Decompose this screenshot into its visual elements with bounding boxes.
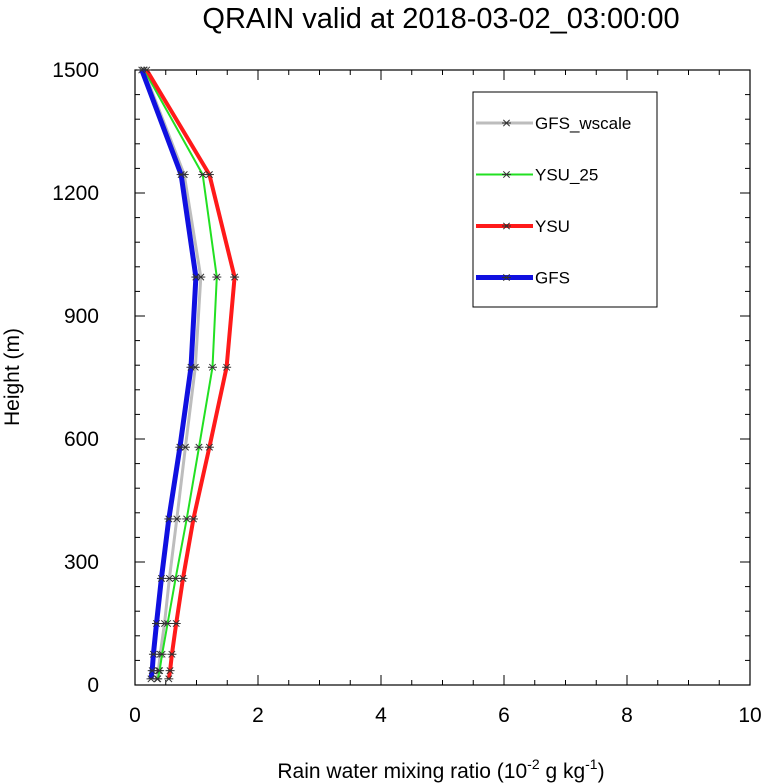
data-point-gfs xyxy=(137,66,147,74)
y-tick-label: 1200 xyxy=(52,182,99,205)
y-tick-label: 900 xyxy=(64,305,99,328)
y-tick-label: 300 xyxy=(64,551,99,574)
data-point-ysu xyxy=(230,273,240,281)
x-tick-label: 2 xyxy=(252,704,264,727)
tick-labels: 0 2 4 6 8 10 0 300 600 900 1200 1500 xyxy=(52,59,761,727)
x-axis-label-end: ) xyxy=(598,760,605,783)
data-point-gfs xyxy=(148,650,158,658)
data-point-ysu-25 xyxy=(163,619,173,628)
data-point-gfs xyxy=(156,574,166,582)
y-tick-label: 1500 xyxy=(52,59,99,82)
data-point-ysu-25 xyxy=(194,443,204,451)
data-point-gfs xyxy=(175,443,185,451)
plot-frame xyxy=(134,69,751,686)
legend-marker-gfs xyxy=(502,273,511,282)
x-tick-label: 4 xyxy=(375,704,387,727)
data-point-ysu xyxy=(204,443,214,451)
data-point-gfs xyxy=(191,273,201,281)
x-axis-label-mid: g kg xyxy=(540,760,586,783)
legend-label-gfs-wscale: GFS_wscale xyxy=(535,114,631,133)
data-point-ysu xyxy=(222,363,232,371)
legend-label-ysu-25: YSU_25 xyxy=(535,166,598,185)
data-point-ysu-25 xyxy=(207,363,217,371)
data-point-ysu xyxy=(204,171,214,179)
x-tick-label: 10 xyxy=(738,704,761,727)
y-tick-label: 0 xyxy=(87,674,99,697)
chart-title: QRAIN valid at 2018-03-02_03:00:00 xyxy=(202,3,679,35)
data-point-ysu xyxy=(167,650,177,658)
legend-marker-ysu xyxy=(502,222,511,230)
legend-label-ysu: YSU xyxy=(535,217,570,236)
data-point-gfs xyxy=(152,619,162,628)
x-tick-label: 8 xyxy=(621,704,633,727)
data-point-ysu xyxy=(178,574,188,582)
x-axis-label-exp1: -2 xyxy=(527,756,540,772)
axis-ticks xyxy=(134,69,751,686)
data-point-ysu-25 xyxy=(157,650,167,658)
data-point-gfs xyxy=(164,515,174,523)
x-axis-label-exp2: -1 xyxy=(585,756,598,772)
x-tick-label: 6 xyxy=(498,704,510,727)
data-point-ysu xyxy=(165,667,175,675)
legend-label-gfs: GFS xyxy=(535,269,570,288)
data-point-ysu-25 xyxy=(212,273,222,281)
legend-box xyxy=(472,91,658,308)
x-axis-label-base: Rain water mixing ratio (10 xyxy=(277,760,527,783)
data-point-gfs xyxy=(186,363,196,371)
y-tick-label: 600 xyxy=(64,428,99,451)
data-point-gfs xyxy=(176,171,186,179)
y-axis-label: Height (m) xyxy=(1,328,24,426)
data-point-gfs xyxy=(147,667,157,675)
data-point-gfs-wscale xyxy=(172,515,182,523)
legend: GFS_wscale YSU_25 YSU GFS xyxy=(472,91,658,308)
x-tick-label: 0 xyxy=(129,704,141,727)
data-point-ysu xyxy=(171,619,181,628)
series-layer xyxy=(137,66,240,683)
x-axis-label: Rain water mixing ratio (10-2 g kg-1) xyxy=(277,756,604,783)
data-point-gfs xyxy=(146,675,156,683)
data-point-ysu xyxy=(164,675,174,683)
legend-marker-gfs-wscale xyxy=(502,119,511,127)
data-point-ysu xyxy=(188,515,198,523)
legend-marker-ysu-25 xyxy=(502,170,511,179)
